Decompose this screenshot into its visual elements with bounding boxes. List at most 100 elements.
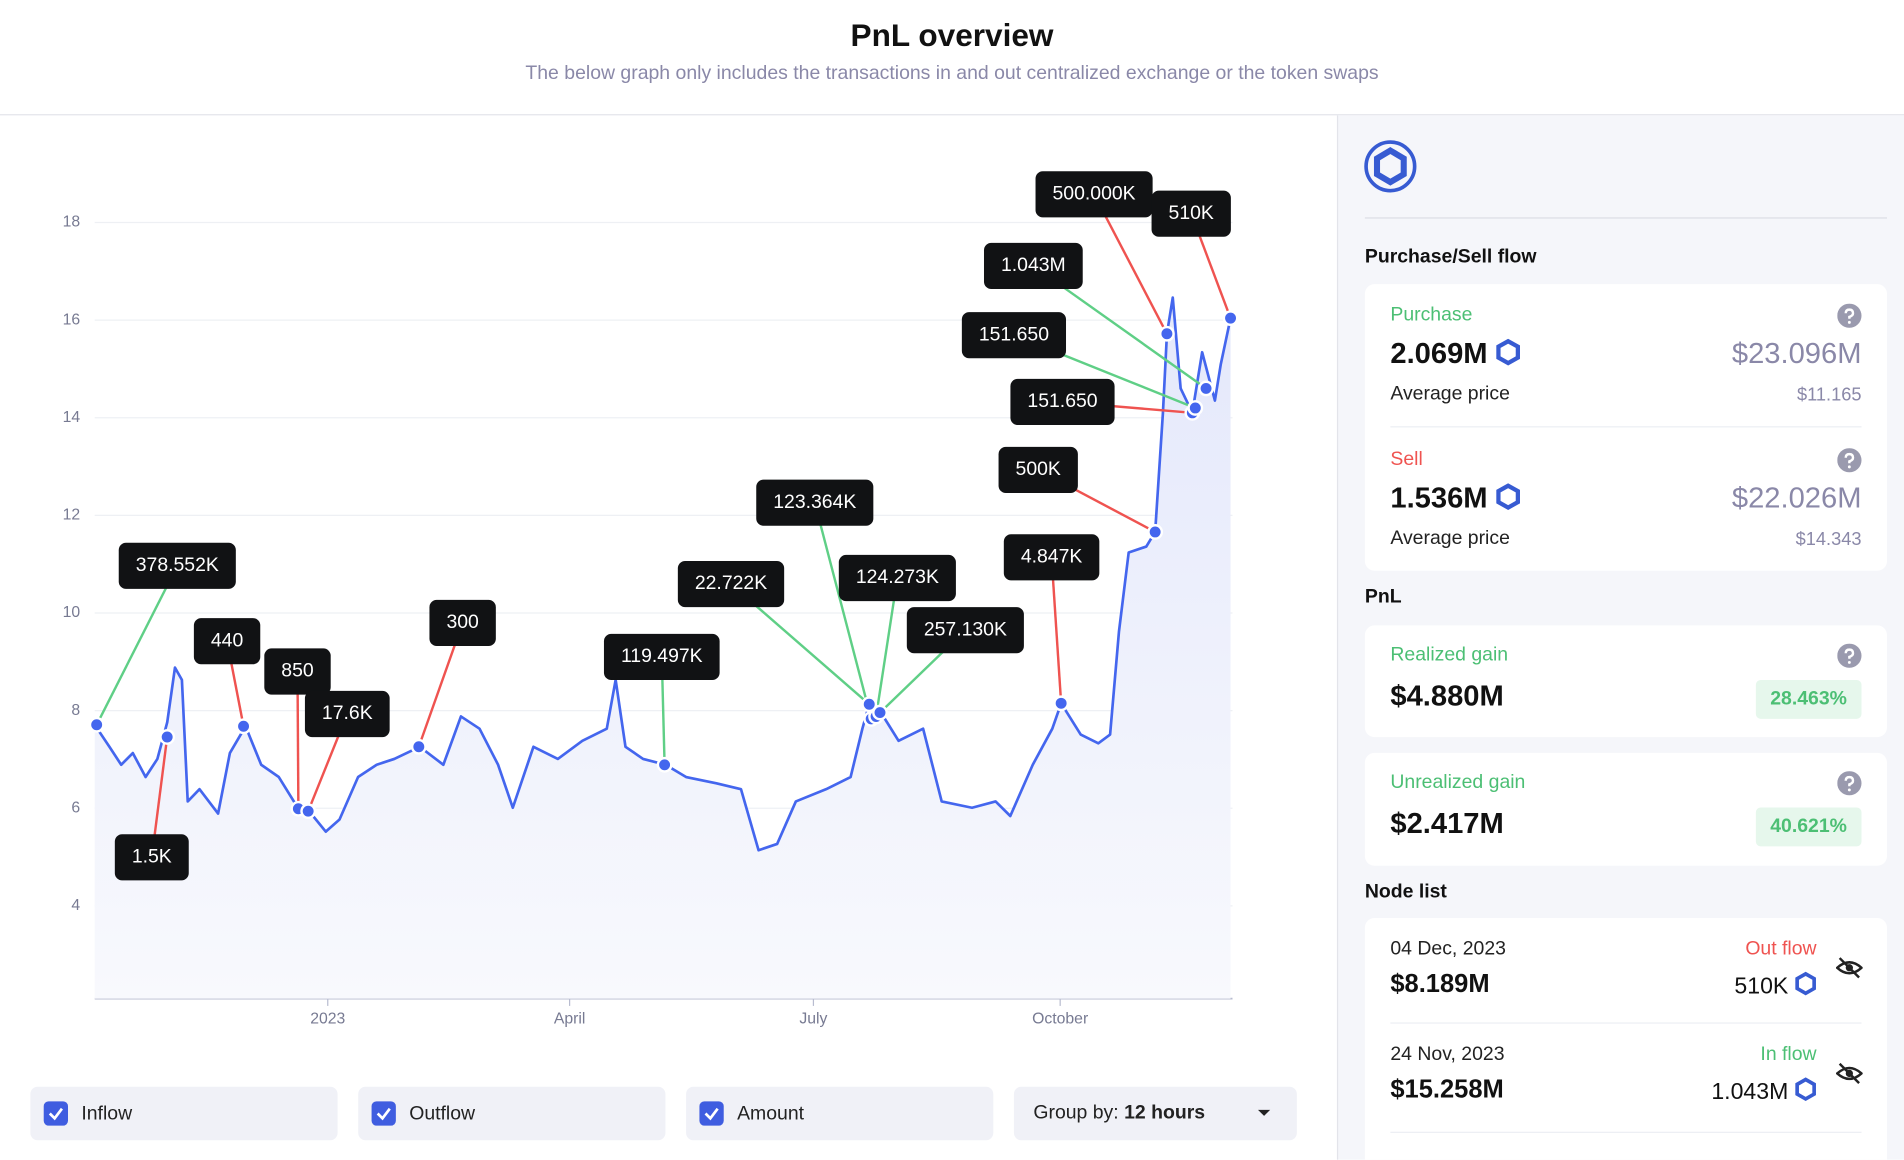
help-icon[interactable] (1837, 643, 1862, 668)
node-value: $8.189M (1390, 970, 1490, 999)
sell-label: Sell (1390, 449, 1423, 470)
flow-label: 510K (1151, 190, 1231, 237)
node-date: 24 Nov, 2023 (1390, 1044, 1505, 1065)
divider (1390, 1022, 1862, 1024)
inflow-toggle[interactable]: Inflow (30, 1086, 338, 1141)
amount: 2.069M (1390, 337, 1488, 371)
group-by-value: 12 hours (1124, 1102, 1206, 1124)
flow-connector (1050, 557, 1063, 704)
y-tick-label: 8 (71, 702, 80, 719)
label-box (961, 312, 1067, 359)
gain-value: $2.417M (1390, 807, 1504, 841)
node-flow: In flow (1760, 1044, 1817, 1065)
label-box (429, 599, 496, 647)
x-tick-label: April (554, 1010, 586, 1027)
flow-label: 257.130K (906, 607, 1024, 654)
label-text: 1.043M (1001, 254, 1066, 276)
help-icon[interactable] (1837, 771, 1862, 796)
gain-pct: 28.463% (1755, 680, 1862, 719)
x-tick-label: October (1032, 1010, 1088, 1027)
y-tick-label: 18 (63, 214, 81, 231)
amount: 1.536M (1390, 482, 1488, 515)
flow-label: 124.273K (838, 554, 956, 602)
flow-label: 119.497K (603, 633, 720, 681)
flow-card: Purchase 2.069M $23.096M Average price $… (1364, 284, 1888, 571)
label-box (118, 542, 236, 589)
flow-label: 500K (998, 446, 1078, 494)
divider (1364, 217, 1888, 219)
flow-marker (1053, 695, 1070, 712)
sidebar: Purchase/Sell flow Purchase 2.069M $23.0… (1336, 115, 1904, 1160)
purchase-usd: $23.096M (1731, 337, 1862, 371)
flow-marker (872, 704, 888, 721)
divider (1390, 1131, 1862, 1133)
label-box (838, 554, 956, 602)
x-tick-label: July (799, 1010, 827, 1027)
token-icon (1495, 338, 1520, 366)
flow-connector (1092, 193, 1168, 335)
label-text: 123.364K (773, 491, 856, 513)
label-text: 500.000K (1053, 182, 1136, 204)
flow-marker (1187, 400, 1204, 416)
purchase-amount: 2.069M (1390, 338, 1520, 372)
section-title: PnL (1364, 586, 1402, 608)
token-icon (1495, 483, 1520, 511)
y-tick-label: 16 (63, 311, 81, 328)
purchase-label: Purchase (1390, 304, 1473, 326)
label-text: 257.130K (924, 618, 1007, 640)
dropdown-arrow (1258, 1109, 1271, 1116)
toggle-label: Inflow (81, 1103, 133, 1125)
node-flow: Out flow (1745, 938, 1817, 960)
amount: 510K (1734, 973, 1789, 1000)
label-box (193, 618, 261, 665)
label-box (603, 633, 720, 681)
label-box (998, 446, 1078, 494)
label-text: 119.497K (621, 645, 703, 667)
flow-label: 151.650 (1010, 378, 1115, 426)
flow-label: 440 (193, 618, 261, 665)
toggle-label: Amount (737, 1103, 805, 1125)
node-value: $15.258M (1390, 1075, 1504, 1104)
checkbox[interactable] (371, 1101, 396, 1126)
avg-label: Average price (1390, 383, 1510, 405)
label-text: 4.847K (1021, 545, 1083, 567)
group-by-label: Group by: (1033, 1102, 1119, 1124)
divider (1390, 426, 1862, 428)
help-icon[interactable] (1837, 303, 1862, 328)
checkbox[interactable] (43, 1101, 69, 1126)
label-box (264, 648, 331, 695)
sell-amount: 1.536M (1390, 482, 1520, 516)
outflow-toggle[interactable]: Outflow (358, 1086, 666, 1141)
token-icon (1364, 140, 1417, 193)
label-text: 510K (1169, 202, 1214, 224)
hide-icon[interactable] (1836, 1062, 1863, 1085)
help-icon[interactable] (1837, 448, 1862, 473)
sell-usd: $22.026M (1731, 482, 1862, 515)
token-icon (1795, 1077, 1816, 1102)
y-tick-label: 6 (71, 799, 80, 816)
flow-marker (861, 696, 878, 713)
group-by-dropdown[interactable]: Group by: 12 hours (1013, 1086, 1297, 1141)
y-tick-label: 10 (63, 604, 81, 621)
label-text: 850 (281, 660, 314, 682)
hide-icon[interactable] (1836, 957, 1863, 979)
flow-label: 1.043M (983, 242, 1083, 290)
flow-marker (656, 756, 673, 773)
flow-marker (159, 729, 176, 745)
avg-price: $11.165 (1797, 384, 1862, 406)
label-text: 151.650 (1027, 390, 1097, 412)
gain-label: Unrealized gain (1390, 772, 1526, 793)
area (94, 297, 1231, 999)
label-text: 440 (211, 629, 244, 651)
chart: 4 6 8 10 12 14 16 18 2023 April July October 378.552… (63, 171, 1239, 1027)
toggle-label: Outflow (409, 1103, 476, 1125)
amount-toggle[interactable]: Amount (686, 1086, 994, 1141)
y-tick-label: 14 (63, 409, 81, 426)
node-list: 04 Dec, 2023 $8.189M Out flow 510K 24 No… (1364, 918, 1888, 1160)
label-box (114, 834, 189, 881)
flow-label: 378.552K (118, 542, 236, 589)
flow-connector (813, 502, 873, 720)
checkbox[interactable] (699, 1101, 724, 1126)
flow-marker (300, 803, 317, 820)
flow-label: 17.6K (304, 690, 390, 738)
